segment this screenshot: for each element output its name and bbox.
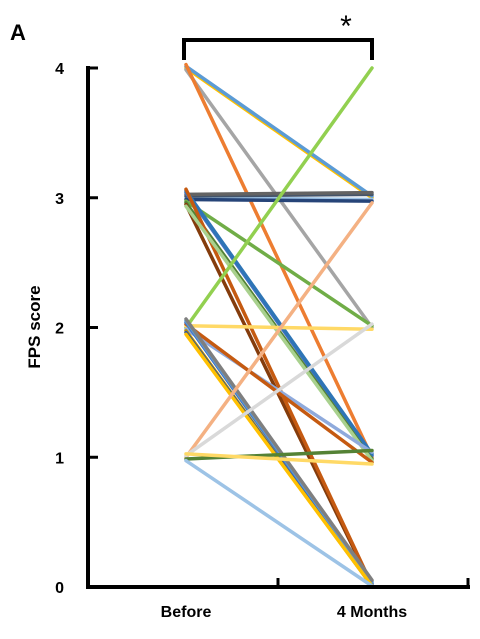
significance-bracket: * (182, 10, 374, 60)
x-category-label: 4 Months (337, 604, 407, 621)
y-tick-label: 4 (55, 61, 64, 78)
series-line (184, 204, 374, 463)
series-line (184, 66, 374, 330)
y-ticks: 0 1 2 3 4 (55, 61, 98, 597)
series-line (184, 190, 374, 197)
series-line (184, 187, 374, 588)
series-line (184, 189, 374, 456)
y-tick-label: 0 (55, 580, 64, 597)
y-tick-label: 2 (55, 321, 64, 338)
x-labels: Before 4 Months (161, 604, 408, 621)
series-line (184, 199, 374, 328)
series-line (184, 322, 374, 458)
series-line (184, 201, 374, 459)
series-line (184, 64, 374, 198)
y-tick-label: 1 (55, 450, 64, 467)
series-lines (184, 62, 374, 588)
y-axis-title: FPS score (25, 285, 44, 368)
bracket-line (182, 38, 374, 60)
series-line (184, 448, 374, 461)
series-line (184, 317, 374, 582)
series-line (184, 458, 374, 588)
series-line (184, 322, 374, 465)
series-line (184, 62, 374, 459)
x-category-label: Before (161, 604, 212, 621)
panel-label: A (10, 20, 26, 45)
series-line (184, 452, 374, 466)
y-tick-label: 3 (55, 191, 64, 208)
significance-marker: * (340, 10, 352, 43)
